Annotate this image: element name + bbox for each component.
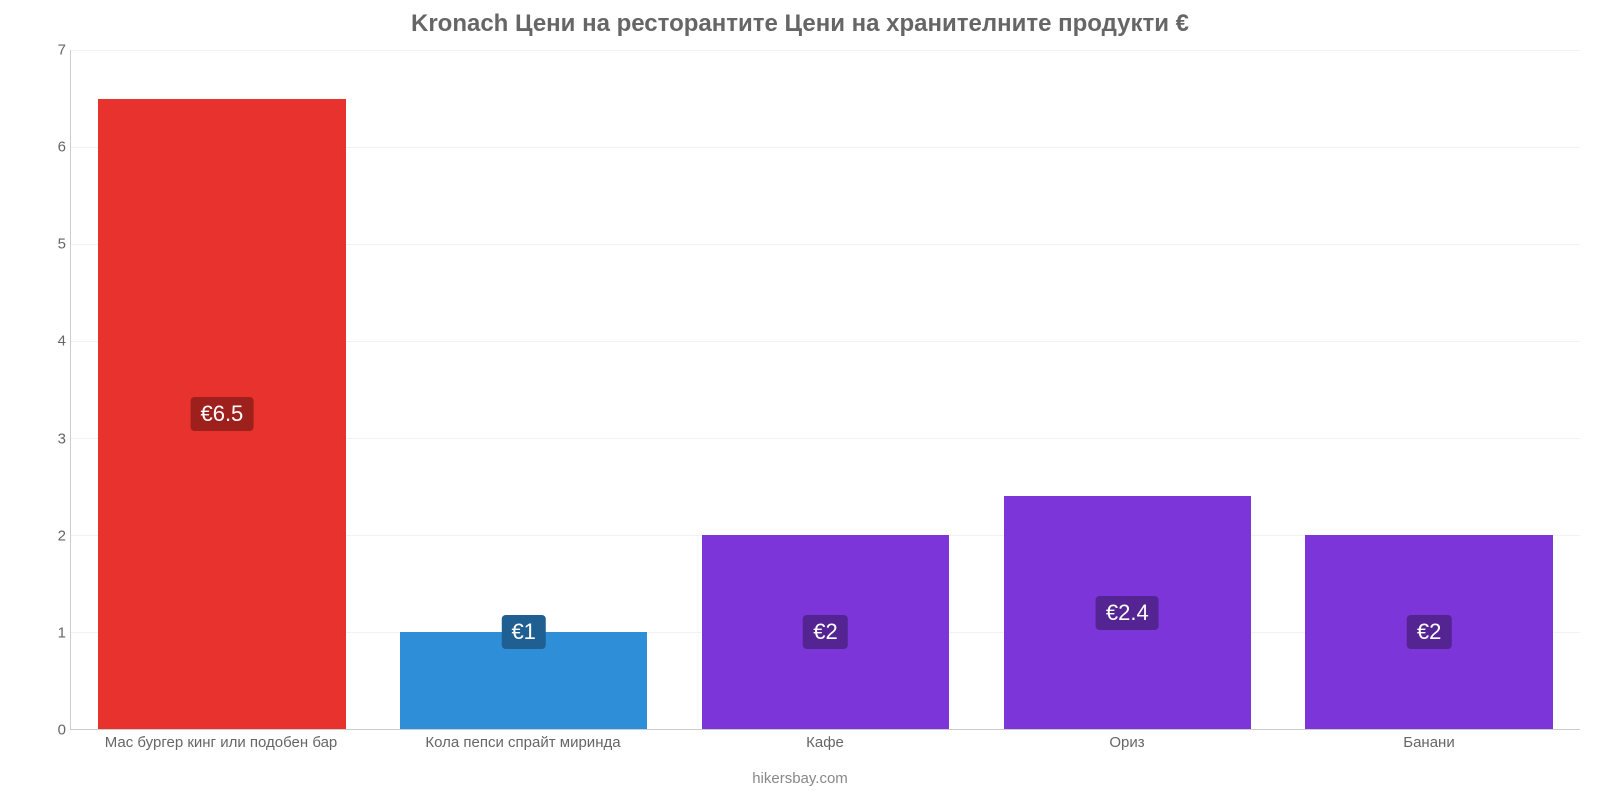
x-axis-label: Кола пепси спрайт миринда: [372, 734, 674, 751]
x-axis-label: Мас бургер кинг или подобен бар: [70, 734, 372, 751]
footer-credit: hikersbay.com: [0, 770, 1600, 787]
y-tick: 0: [58, 722, 66, 739]
bar: €1: [400, 632, 647, 729]
x-axis-label: Кафе: [674, 734, 976, 751]
bar-slot: €2: [1278, 50, 1580, 729]
value-label: €2.4: [1096, 596, 1159, 630]
y-tick: 6: [58, 139, 66, 156]
bar: €2.4: [1004, 496, 1251, 729]
plot-area: €6.5 €1 €2 €2.4 €2: [70, 50, 1580, 730]
y-tick: 5: [58, 236, 66, 253]
bar-slot: €2: [675, 50, 977, 729]
y-axis: 01234567: [40, 50, 70, 730]
y-tick: 1: [58, 624, 66, 641]
value-label: €1: [501, 615, 545, 649]
y-tick: 2: [58, 527, 66, 544]
x-axis-label: Ориз: [976, 734, 1278, 751]
bars-container: €6.5 €1 €2 €2.4 €2: [71, 50, 1580, 729]
y-tick: 4: [58, 333, 66, 350]
value-label: €2: [803, 615, 847, 649]
value-label: €6.5: [190, 397, 253, 431]
x-axis-label: Банани: [1278, 734, 1580, 751]
chart-area: 01234567 €6.5€1€2€2.4€2: [40, 50, 1580, 730]
bar: €2: [1305, 535, 1552, 729]
x-axis-labels: Мас бургер кинг или подобен барКола пепс…: [70, 734, 1580, 751]
bar: €2: [702, 535, 949, 729]
chart-title: Kronach Цени на ресторантите Цени на хра…: [0, 0, 1600, 38]
bar: €6.5: [98, 99, 345, 729]
y-tick: 3: [58, 430, 66, 447]
bar-slot: €6.5: [71, 50, 373, 729]
y-tick: 7: [58, 42, 66, 59]
bar-slot: €2.4: [976, 50, 1278, 729]
bar-slot: €1: [373, 50, 675, 729]
value-label: €2: [1407, 615, 1451, 649]
